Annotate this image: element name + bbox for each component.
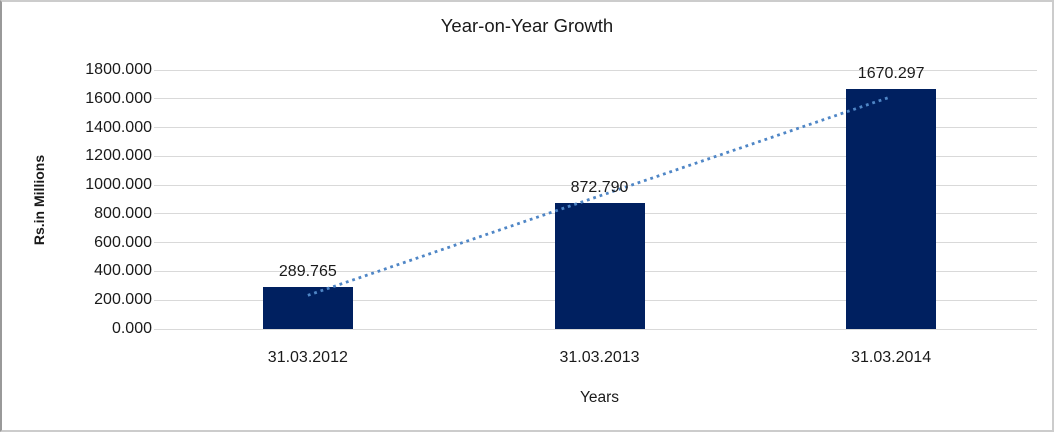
- bar-data-label: 1670.297: [857, 64, 925, 82]
- y-tick-label: 1200.000: [85, 147, 152, 165]
- y-tick-label: 200.000: [94, 291, 152, 309]
- bar: [262, 287, 353, 329]
- y-tick-label: 400.000: [94, 262, 152, 280]
- bar: [554, 203, 645, 329]
- bar-data-label: 289.765: [278, 263, 337, 281]
- chart-title: Year-on-Year Growth: [440, 15, 614, 36]
- y-tick-label: 1600.000: [85, 89, 152, 107]
- gridline: [154, 69, 1037, 71]
- y-tick-label: 600.000: [94, 233, 152, 251]
- y-tick-label: 1000.000: [85, 176, 152, 194]
- bar-data-label: 872.790: [570, 179, 629, 197]
- bar: [846, 88, 937, 329]
- y-tick-label: 1800.000: [85, 61, 152, 78]
- y-tick-label: 800.000: [94, 204, 152, 222]
- x-category-label: 31.03.2012: [267, 349, 348, 366]
- y-tick-label: 0.000: [111, 320, 152, 337]
- y-tick-label: 1400.000: [85, 118, 152, 136]
- x-category-label: 31.03.2013: [559, 349, 640, 366]
- gridline: [154, 328, 1037, 330]
- x-axis-title: Years: [579, 389, 620, 406]
- y-axis-title: Rs.in Millions: [31, 154, 47, 246]
- x-category-label: 31.03.2014: [851, 349, 932, 366]
